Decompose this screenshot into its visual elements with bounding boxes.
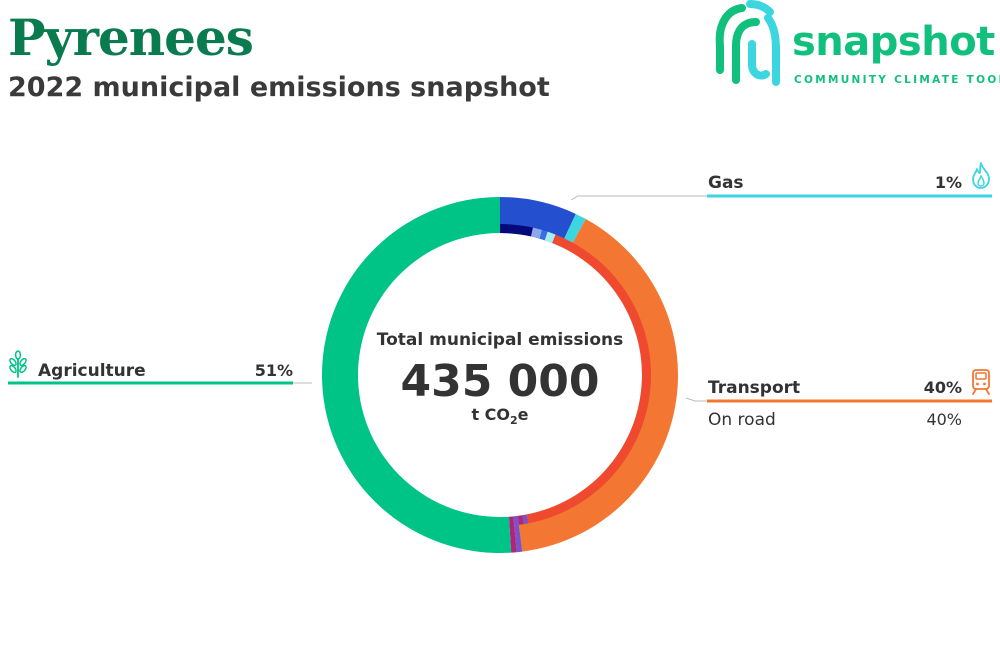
train-icon [972,369,990,395]
agriculture-label: Agriculture [38,361,146,381]
transport-value: 40% [924,378,962,397]
page-subtitle: 2022 municipal emissions snapshot [8,72,550,103]
inner-slice-gap2 [517,515,524,525]
inner-ring [500,224,652,525]
unit-prefix: t CO [471,405,510,424]
center-unit: t CO2e [471,405,528,427]
on-road-value: 40% [926,410,962,429]
transport-leader-line [685,397,708,402]
flame-icon [972,162,990,189]
inner-slice-e1 [530,227,543,239]
logo-tagline: COMMUNITY CLIMATE TOOL [794,74,1000,86]
unit-suffix: e [518,405,529,424]
snapshot-logo: snapshot COMMUNITY CLIMATE TOOL [712,0,1000,92]
outer-slice-waste-b [508,516,517,553]
page-title: Pyrenees [8,8,254,67]
outer-slice-waste-a [513,515,523,553]
center-value: 435 000 [400,356,599,407]
gas-label: Gas [708,173,744,193]
gas-value: 1% [935,173,962,192]
logo-wordmark: snapshot [792,19,995,65]
inner-slice-e2 [539,229,548,241]
on-road-label: On road [708,410,776,430]
outer-slice-agriculture [321,197,512,553]
inner-slice-transport-inner [526,234,652,524]
inner-slice-gas-inner [544,231,556,243]
fingerprint-logo-icon [715,0,780,86]
inner-slice-gap1 [522,514,529,525]
unit-subscript: 2 [510,414,518,427]
outer-slice-transport [517,219,679,552]
wheat-icon [9,350,27,378]
inner-slice-electricity-inner [500,224,533,237]
gas-leader-line [570,195,708,201]
center-label: Total municipal emissions [377,330,623,350]
agriculture-value: 51% [255,361,293,380]
transport-label: Transport [708,378,800,398]
